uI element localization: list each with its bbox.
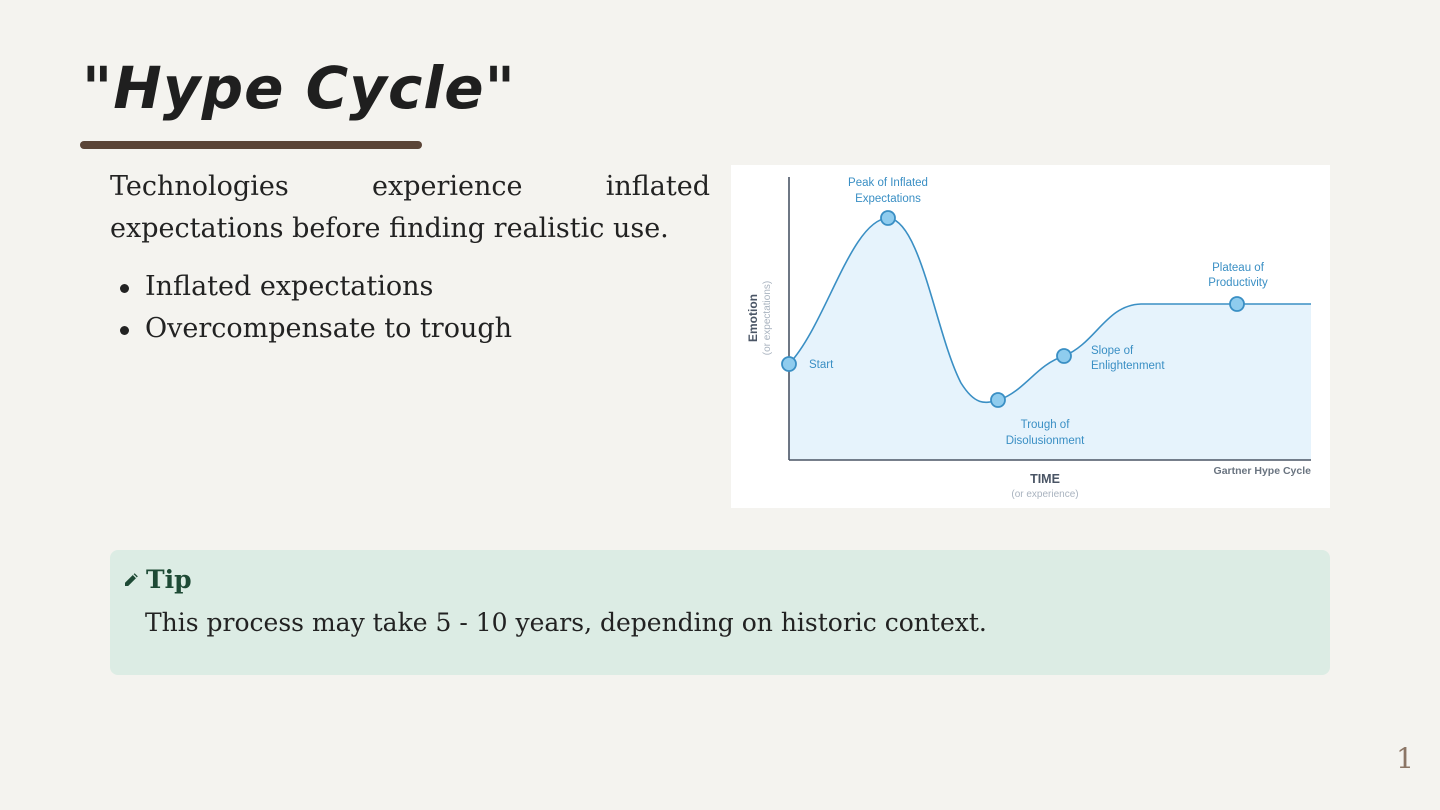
marker-start (781, 356, 797, 372)
label-peak-line2: Expectations (855, 193, 921, 205)
x-axis-label: TIME (1030, 472, 1060, 486)
callout-body: This process may take 5 - 10 years, depe… (145, 608, 987, 637)
hype-cycle-diagram: Start Peak of Inflated Expectations Trou… (731, 165, 1330, 508)
slide-title: "Hype Cycle" (82, 54, 516, 122)
label-slope-line2: Enlightenment (1091, 360, 1165, 372)
label-plateau-line1: Plateau of (1212, 262, 1265, 274)
pencil-icon (122, 571, 140, 589)
diagram-credit: Gartner Hype Cycle (1214, 465, 1312, 477)
hype-curve (788, 217, 1311, 404)
marker-plateau (1229, 296, 1245, 312)
label-trough-line2: Disolusionment (1006, 435, 1085, 447)
label-trough-line1: Trough of (1021, 419, 1071, 431)
label-slope-line1: Slope of (1091, 345, 1134, 357)
marker-trough (990, 392, 1006, 408)
x-axis-sublabel: (or experience) (1011, 489, 1078, 500)
tip-callout: Tip This process may take 5 - 10 years, … (110, 550, 1330, 675)
label-plateau-line2: Productivity (1208, 277, 1268, 289)
bullet-item: Overcompensate to trough (110, 308, 710, 350)
bullet-list: Inflated expectations Overcompensate to … (110, 266, 710, 350)
curve-fill-area (789, 218, 1311, 460)
title-underline (80, 141, 422, 149)
bullet-item: Inflated expectations (110, 266, 710, 308)
callout-header: Tip (122, 564, 192, 596)
page-number: 1 (1396, 742, 1414, 775)
label-peak-line1: Peak of Inflated (848, 177, 928, 189)
intro-paragraph: Technologies experience inflated expecta… (110, 171, 710, 244)
label-start: Start (809, 359, 834, 371)
callout-title: Tip (146, 565, 192, 594)
y-axis-label: Emotion (746, 294, 760, 342)
marker-slope (1056, 348, 1072, 364)
y-axis-sublabel: (or expectations) (762, 281, 773, 355)
marker-peak (880, 210, 896, 226)
